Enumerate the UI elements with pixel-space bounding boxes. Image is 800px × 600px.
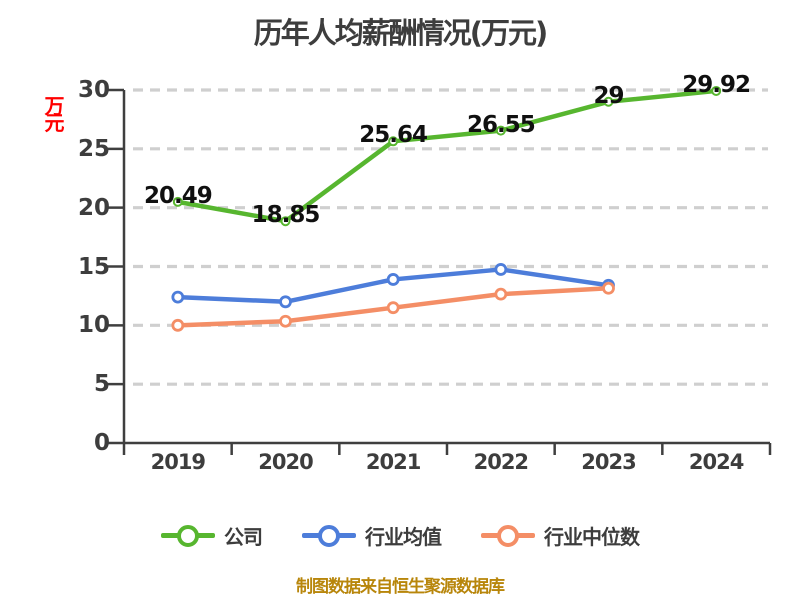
series-marker [280, 216, 291, 227]
data-point-label: 29.92 [682, 71, 751, 98]
legend-item: 行业均值 [302, 521, 442, 550]
legend-dot-icon [177, 524, 199, 547]
source-caption: 制图数据来自恒生聚源数据库 [296, 577, 505, 597]
series-marker [172, 196, 183, 207]
legend-item: 公司 [161, 521, 263, 550]
series-marker [279, 314, 292, 328]
x-tick-label: 2021 [365, 450, 421, 474]
legend: 公司 行业均值 行业中位数 [0, 521, 800, 550]
y-tick-label: 20 [77, 194, 110, 221]
legend-marker-icon [302, 524, 356, 547]
series-marker [388, 136, 399, 147]
y-tick-label: 0 [93, 430, 110, 456]
legend-item: 行业中位数 [481, 521, 640, 550]
series-marker [602, 281, 615, 295]
legend-label: 行业中位数 [544, 525, 640, 549]
data-point-label: 18.85 [251, 202, 321, 229]
data-point-label: 20.49 [143, 182, 213, 209]
series-marker [494, 263, 508, 276]
series-marker [494, 287, 508, 301]
data-point-label: 29 [593, 82, 624, 109]
y-tick-label: 25 [77, 135, 110, 162]
series-marker [386, 273, 400, 286]
chart-title: 历年人均薪酬情况(万元) [253, 16, 549, 50]
x-tick-label: 2024 [688, 450, 744, 474]
legend-label: 公司 [224, 525, 263, 549]
x-tick-label: 2022 [473, 450, 529, 474]
y-tick-label: 10 [77, 312, 110, 339]
series-line [175, 88, 719, 224]
y-tick-label: 30 [77, 77, 110, 103]
x-tick-label: 2019 [150, 450, 206, 474]
series-marker [711, 85, 722, 96]
x-tick-label: 2020 [258, 450, 313, 474]
series-marker [386, 301, 400, 315]
y-axis-unit-label: 万元 [44, 94, 65, 135]
data-point-label: 26.55 [466, 111, 536, 138]
legend-dot-icon [497, 524, 519, 547]
legend-dot-icon [318, 524, 340, 547]
series-marker [603, 96, 614, 107]
series-marker [279, 295, 292, 309]
y-tick-label: 5 [93, 371, 110, 398]
data-point-label: 25.64 [359, 122, 428, 149]
legend-marker-icon [161, 524, 215, 547]
series-marker [171, 290, 185, 304]
x-tick-label: 2023 [581, 450, 636, 474]
legend-marker-icon [481, 524, 535, 547]
series-marker [171, 318, 185, 332]
y-tick-label: 15 [77, 253, 110, 280]
series-marker [495, 125, 506, 136]
legend-label: 行业均值 [365, 525, 442, 549]
